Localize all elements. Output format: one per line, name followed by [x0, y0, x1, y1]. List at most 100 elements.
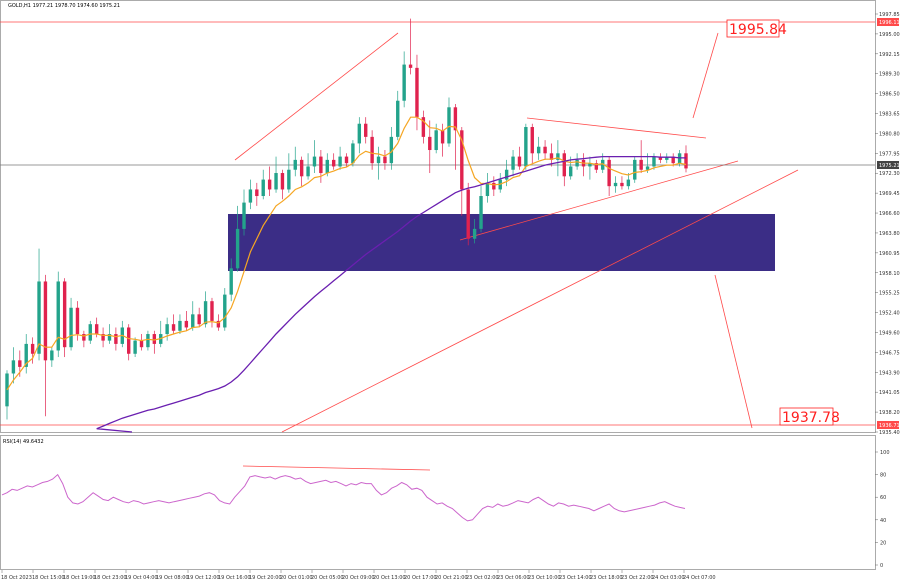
rsi-axis: 100 80 60 40 20 0	[875, 450, 890, 569]
candle-body	[421, 117, 426, 137]
time-tick-label: 20 Oct 17:00	[404, 575, 437, 581]
candle	[37, 248, 41, 361]
price-tick-label: 1995.00	[879, 32, 900, 38]
candle-body	[210, 301, 214, 321]
candle	[466, 182, 470, 246]
price-tick-label: 1980.80	[879, 131, 900, 137]
price-tick-label: 1997.85	[879, 12, 900, 18]
rsi-tick-label: 20	[880, 540, 886, 546]
lower-level-tag: 1936.71	[879, 423, 900, 429]
candle	[485, 173, 490, 203]
candle	[684, 145, 688, 173]
candle	[178, 314, 182, 335]
candle	[671, 153, 675, 167]
candle-body	[472, 228, 477, 239]
candle	[255, 182, 259, 206]
candle-body	[504, 169, 509, 180]
candle	[588, 156, 592, 180]
price-tick-label: 1958.10	[879, 271, 900, 277]
candle	[30, 337, 35, 364]
candle	[101, 327, 105, 348]
candle-body	[191, 314, 195, 328]
candle-body	[280, 173, 285, 190]
candle	[152, 330, 157, 354]
candle-body	[376, 156, 381, 164]
candle-body	[165, 324, 169, 335]
candle	[293, 146, 297, 177]
rsi-tick-label: 40	[880, 518, 886, 524]
candle	[280, 169, 285, 200]
candle	[24, 334, 28, 374]
candle-body	[88, 324, 92, 341]
candle	[171, 314, 176, 335]
candle	[453, 104, 458, 170]
time-tick-label: 23 Oct 02:00	[466, 575, 499, 581]
candle	[511, 150, 515, 177]
candle-body	[82, 334, 86, 341]
time-tick-label: 23 Oct 06:00	[497, 575, 530, 581]
candle-body	[5, 373, 9, 407]
candle-body	[216, 320, 221, 328]
candle-body	[626, 179, 631, 187]
target-up-arrow-line	[692, 32, 719, 119]
time-tick-label: 23 Oct 10:00	[528, 575, 561, 581]
candle-body	[75, 307, 80, 335]
time-tick-label: 23 Oct 18:00	[590, 575, 623, 581]
candle	[492, 176, 496, 197]
candle	[75, 301, 80, 341]
time-tick-label: 20 Oct 01:00	[280, 575, 313, 581]
price-tick-label: 1972.30	[879, 171, 900, 177]
candle	[338, 146, 342, 170]
candle-body	[594, 163, 599, 170]
candle-body	[485, 182, 490, 197]
candle-body	[645, 166, 650, 170]
candle	[665, 153, 669, 164]
candle-body	[383, 156, 387, 164]
upper-level-tag: 1996.11	[879, 20, 900, 26]
current-price-tag: 1975.21	[879, 163, 900, 169]
target-low-label: 1937.78	[782, 410, 840, 426]
time-tick-label: 20 Oct 05:00	[311, 575, 344, 581]
candle	[562, 150, 566, 187]
candle-body	[344, 156, 349, 164]
candle-body	[139, 340, 144, 348]
fast-moving-average-line	[6, 116, 687, 391]
candle	[274, 156, 278, 193]
time-tick-label: 24 Oct 07:00	[683, 575, 716, 581]
candle	[517, 146, 522, 170]
price-tick-label: 1938.20	[879, 410, 900, 416]
candle	[267, 166, 272, 197]
candle-body	[331, 159, 336, 167]
target-down-arrow-line	[714, 274, 753, 429]
candle-body	[56, 281, 60, 351]
candle-body	[223, 294, 227, 328]
candle	[146, 330, 150, 351]
time-tick-label: 20 Oct 21:00	[435, 575, 468, 581]
candle-body	[351, 143, 355, 164]
rsi-divergence-line	[242, 465, 431, 471]
candle-body	[447, 107, 451, 144]
candle-body	[633, 159, 637, 180]
candle-body	[184, 320, 189, 328]
candle	[133, 337, 137, 358]
candle-body	[396, 100, 400, 137]
price-axis: 1997.85 1995.00 1992.15 1989.30 1986.50 1983.…	[875, 12, 900, 436]
candle	[229, 258, 233, 302]
candle	[235, 205, 240, 272]
price-tick-label: 1992.15	[879, 52, 900, 58]
candle	[543, 140, 547, 160]
triangle-bottom-line	[459, 160, 739, 241]
candle	[287, 153, 291, 193]
candle	[594, 159, 599, 174]
candle-body	[556, 153, 560, 160]
candle	[613, 176, 618, 193]
time-tick-label: 20 Oct 13:00	[373, 575, 406, 581]
candle-body	[133, 340, 137, 354]
channel-lower-line	[281, 169, 799, 433]
candle-body	[43, 281, 48, 361]
candle	[88, 320, 92, 344]
candle-body	[18, 360, 22, 367]
candle-body	[197, 314, 201, 325]
